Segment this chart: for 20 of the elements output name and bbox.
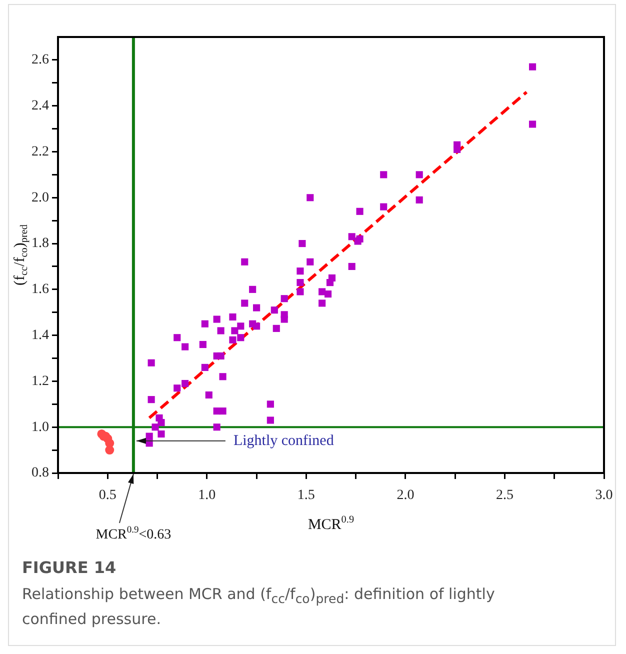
annotation: Lightly confined	[233, 432, 334, 449]
x-tick-label: 0.5	[98, 488, 116, 504]
y-tick-label: 2.6	[32, 52, 49, 68]
y-tick-label: 0.8	[32, 466, 49, 481]
y-tick-label: 1.4	[32, 328, 49, 343]
y-tick-label: 1.2	[32, 374, 49, 389]
y-tick-label: 1.0	[32, 420, 49, 435]
x-tick-label: 3.0	[595, 488, 613, 504]
y-axis-title: (fcc/fco)pred	[12, 224, 30, 286]
y-tick-label: 2.2	[32, 144, 49, 160]
x-tick-label: 2.0	[396, 488, 414, 504]
x-tick-label: 2.5	[496, 488, 514, 504]
x-tick-label: 1.5	[297, 488, 315, 504]
y-tick-label: 1.6	[32, 282, 49, 298]
text: Relationship between MCR and (f$_{cc}$/f$_{co}$)$_{pred}$: definition of lightly confined pressure.	[22, 585, 495, 628]
y-tick-label: 2.4	[32, 98, 49, 114]
x-tick-label: 1.0	[198, 488, 216, 504]
y-tick-label: 2.0	[32, 190, 49, 206]
text: FIGURE 14	[22, 558, 116, 577]
y-tick-label: 1.8	[32, 236, 49, 252]
